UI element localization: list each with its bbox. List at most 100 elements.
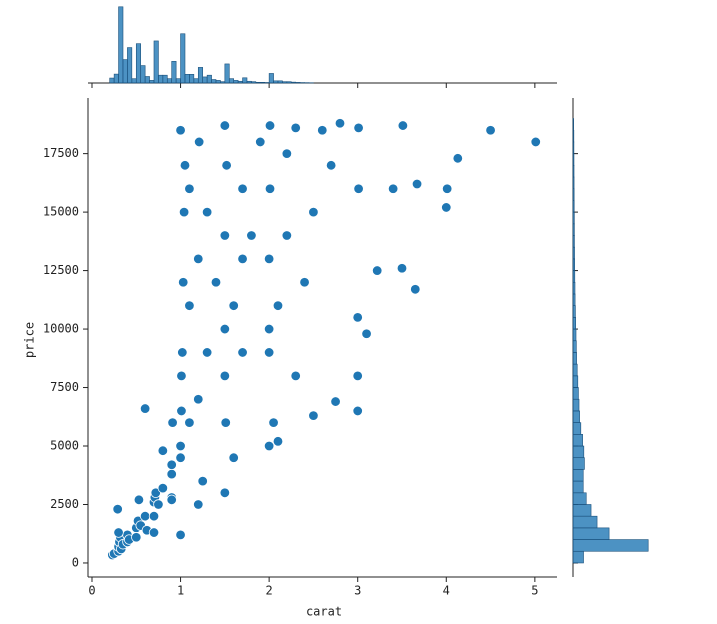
point	[219, 370, 231, 382]
histogram-bar	[242, 77, 248, 84]
point	[330, 396, 341, 407]
point	[308, 410, 319, 421]
y-tick-label: 17500	[43, 146, 79, 160]
histogram-bar	[572, 258, 575, 271]
histogram-bar	[290, 81, 297, 84]
point	[352, 405, 363, 417]
point	[263, 323, 275, 335]
histogram-bar	[572, 375, 579, 388]
point	[387, 183, 399, 194]
point	[281, 148, 293, 159]
point	[177, 347, 188, 358]
point	[175, 440, 186, 452]
histogram-bar	[127, 47, 133, 84]
histogram-bar	[273, 80, 279, 84]
histogram-bar	[572, 504, 592, 517]
point	[264, 183, 276, 194]
point	[219, 120, 231, 131]
point	[193, 394, 204, 405]
point	[290, 370, 301, 382]
point	[219, 487, 231, 498]
point	[131, 532, 142, 543]
histogram-bar	[572, 281, 576, 295]
point	[219, 323, 231, 335]
histogram-bar	[158, 74, 164, 84]
point	[228, 300, 239, 311]
histogram-bar	[175, 78, 181, 84]
point	[263, 253, 275, 265]
histogram-bar	[572, 410, 580, 423]
y-tick-label: 15000	[43, 205, 79, 219]
histogram-bar	[572, 550, 584, 564]
point	[281, 230, 293, 241]
histogram-bar	[572, 398, 580, 412]
point	[175, 125, 186, 136]
histogram-bar	[572, 235, 575, 248]
point	[353, 122, 364, 134]
histogram-bar	[572, 188, 575, 201]
point	[113, 527, 124, 538]
histogram-bar	[572, 480, 584, 494]
point	[268, 417, 279, 428]
point	[175, 452, 186, 463]
point	[410, 284, 421, 295]
x-axis-label: carat	[306, 605, 342, 619]
y-tick-label: 0	[72, 555, 79, 569]
x-tick-label: 0	[88, 584, 95, 598]
histogram-bar	[572, 469, 584, 482]
point	[396, 263, 408, 274]
histogram-bar	[233, 80, 239, 84]
histogram-bar	[206, 74, 212, 84]
x-tick-label: 3	[354, 584, 361, 598]
point	[441, 183, 453, 194]
histogram-bar	[153, 40, 159, 84]
point	[452, 153, 463, 164]
point	[237, 253, 248, 265]
point	[184, 183, 195, 194]
x-tick-label: 2	[266, 584, 273, 598]
histogram-bar	[135, 43, 142, 84]
point	[166, 459, 177, 470]
point	[201, 206, 213, 218]
point	[334, 118, 346, 129]
point	[299, 277, 310, 288]
histogram-bar	[162, 74, 168, 84]
histogram-bar	[109, 77, 115, 84]
histogram-bar	[572, 118, 574, 131]
point	[193, 499, 204, 510]
point	[112, 503, 123, 515]
histogram-bar	[237, 80, 243, 84]
histogram-bar	[215, 80, 221, 84]
histogram-bar	[572, 457, 585, 470]
histogram-bar	[572, 527, 610, 540]
histogram-bar	[572, 363, 578, 377]
point	[264, 120, 276, 131]
point	[167, 417, 178, 428]
histogram-bar	[572, 492, 587, 505]
histogram-bar	[572, 305, 576, 318]
histogram-bar	[572, 293, 576, 306]
point	[317, 125, 328, 136]
point	[139, 510, 151, 522]
point	[237, 183, 248, 194]
point	[178, 206, 190, 218]
histogram-bar	[184, 74, 190, 84]
histogram-bar	[572, 153, 575, 166]
point	[246, 230, 257, 241]
point	[157, 482, 169, 494]
point	[290, 122, 301, 134]
histogram-bar	[268, 73, 274, 84]
histogram-bar	[572, 176, 575, 190]
point	[272, 436, 284, 447]
point	[255, 136, 266, 148]
point	[210, 277, 222, 288]
y-tick-label: 10000	[43, 322, 79, 336]
histogram-bar	[277, 80, 283, 84]
point	[150, 487, 161, 498]
point	[184, 300, 195, 311]
point	[485, 125, 496, 136]
histogram-bar	[255, 82, 261, 84]
point	[411, 178, 423, 190]
point	[397, 120, 409, 131]
histogram-bar	[140, 65, 146, 84]
